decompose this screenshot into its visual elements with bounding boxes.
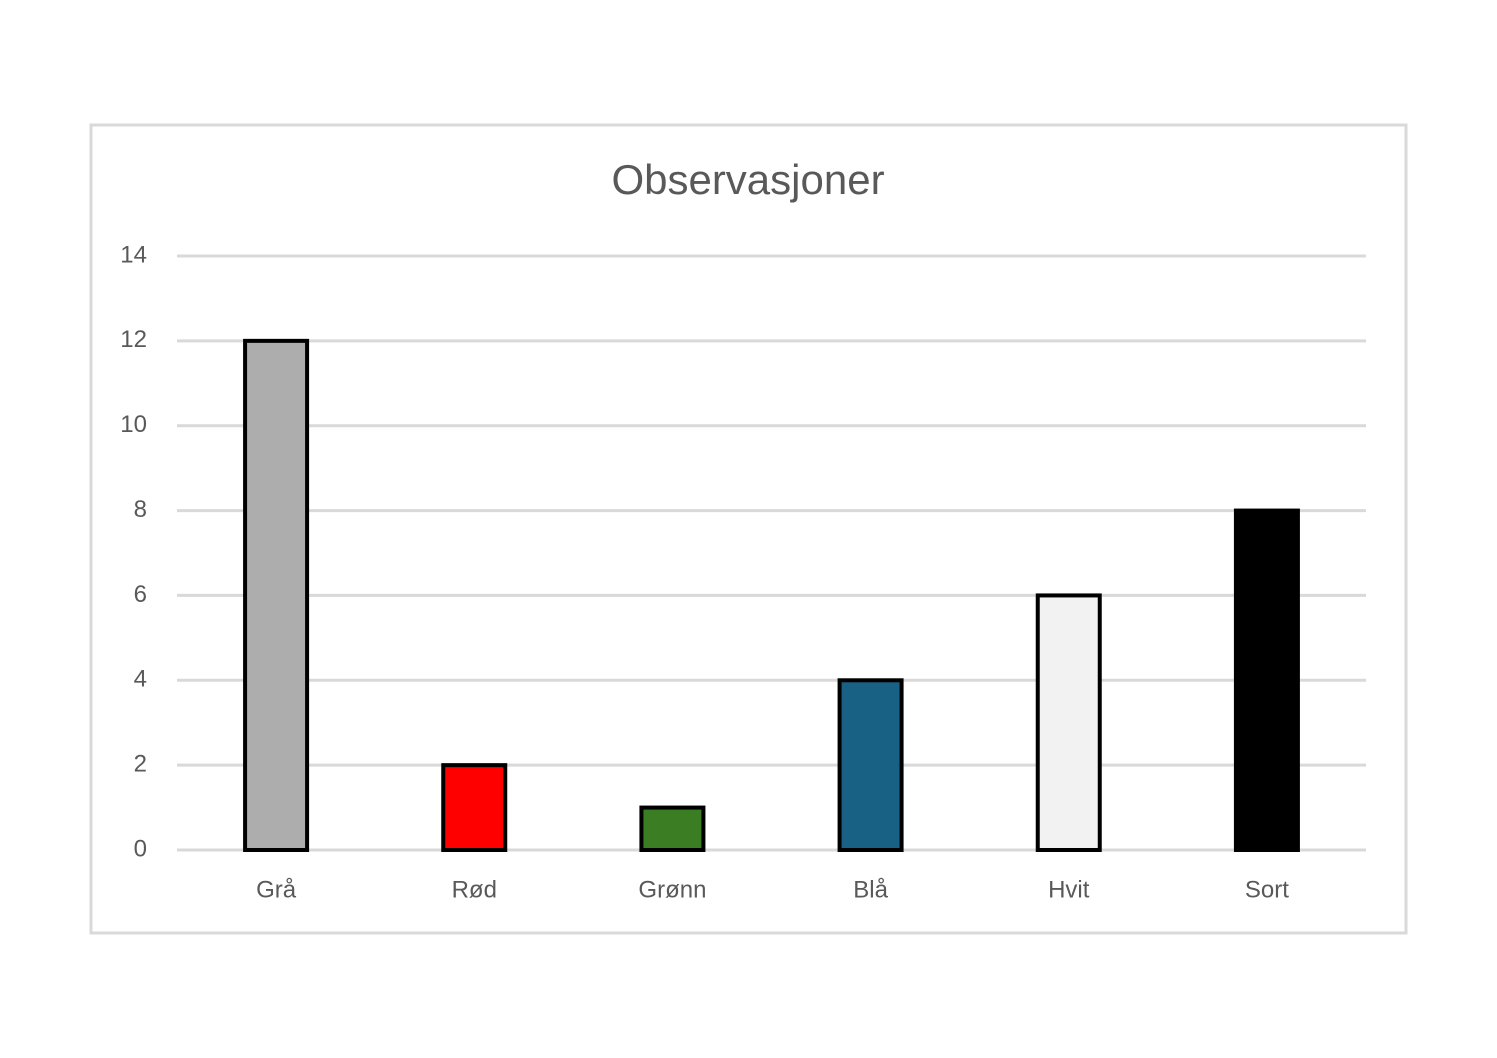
chart-title: Observasjoner — [611, 156, 884, 203]
y-tick-label: 0 — [134, 835, 147, 862]
x-tick-label: Blå — [853, 876, 888, 903]
x-tick-label: Sort — [1245, 876, 1289, 903]
x-tick-label: Grå — [256, 876, 297, 903]
y-tick-label: 14 — [120, 241, 147, 268]
x-tick-label: Rød — [452, 876, 497, 903]
bar — [441, 763, 508, 853]
bar — [837, 678, 904, 852]
y-tick-label: 12 — [120, 326, 147, 353]
y-tick-label: 2 — [134, 750, 147, 777]
chart-frame — [89, 123, 1408, 935]
y-tick-label: 6 — [134, 581, 147, 608]
y-tick-label: 10 — [120, 411, 147, 438]
bar — [243, 338, 310, 852]
y-tick-label: 4 — [134, 666, 147, 693]
bar — [1035, 593, 1102, 853]
bar — [1233, 508, 1300, 852]
bar — [639, 805, 706, 852]
x-tick-label: Grønn — [638, 876, 706, 903]
y-tick-label: 8 — [134, 496, 147, 523]
x-tick-label: Hvit — [1048, 876, 1090, 903]
